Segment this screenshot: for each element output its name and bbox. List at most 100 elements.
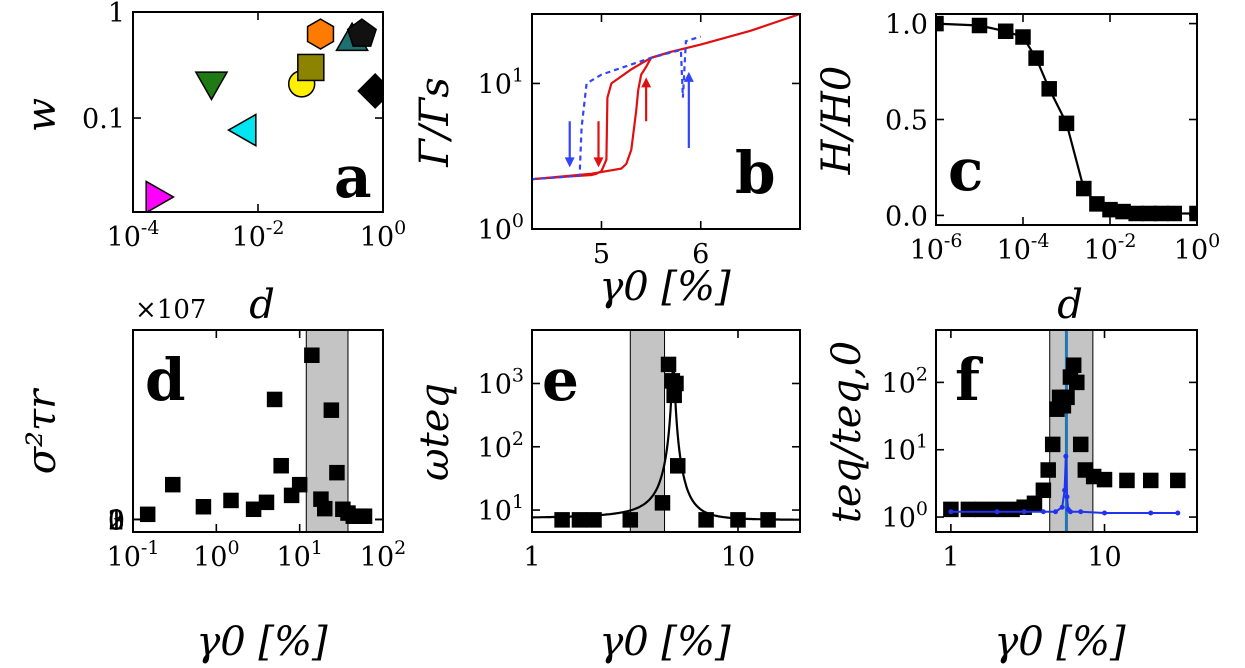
panel-d-point-9 [291,476,308,493]
panel-e-frame [531,329,801,533]
panel-b-arrow-1-head [593,157,604,168]
panel-c-point-1 [971,17,988,34]
panel-c-point-5 [1041,81,1057,97]
panel-f-plot-area [943,330,1186,532]
panel-e-ytick-label-0: 101 [478,491,524,527]
panel-f-ylabel: teq/teq,0 [824,341,870,523]
panel-e-point-3 [622,512,639,528]
panel-f-ytick-label-1: 101 [882,431,928,467]
panel-a-point-4 [297,53,325,82]
panel-c-xtick-label-1: 10-4 [997,230,1050,266]
panel-e-ytick-label-1: 102 [478,428,524,464]
panel-a-plot-area [145,18,383,212]
panel-e-plot-area [532,356,800,528]
panel-f-series-0-point-20 [1096,471,1113,488]
panel-b-arrow-0-head [564,157,575,168]
panel-f-series-1-point-11 [1078,509,1084,515]
panel-b-ytick-label-1: 101 [478,64,524,100]
panel-f-series-1-point-0 [948,509,954,515]
panel-c-point-8 [1089,196,1105,212]
panel-d-ylabel: σ²τr [19,387,65,474]
panel-e-point-2 [586,512,602,528]
panel-f-xlabel: γ0 [%] [994,619,1126,665]
panel-a-xlabel: d [249,282,275,328]
panel-d-point-3 [223,492,239,509]
panel-a-point-1 [194,71,229,101]
panel-d-point-2 [195,499,212,515]
panel-c-plot-area [936,15,1197,222]
panel-f-series-0-point-9 [1044,436,1061,453]
panel-c-point-9 [1102,201,1118,218]
panel-f-series-1-point-8 [1064,494,1070,500]
panel-a-ytick-label-1: 0.1 [82,104,125,135]
panel-d-point-14 [329,464,345,481]
panel-d-point-0 [139,506,156,523]
panel-b: 5 6 100 101 Γ/Γs γ0 [%] b [412,13,801,310]
panel-f-series-0-point-15 [1065,357,1082,373]
panel-f-xtick-label-0: 1 [942,542,959,573]
panel-f-series-1-point-3 [1040,509,1046,515]
panel-d-point-6 [266,391,283,408]
panel-f-series-1-point-10 [1067,509,1073,515]
panel-f-series-0-point-17 [1072,436,1089,453]
panel-c-ytick-label-0: 0.0 [885,201,928,232]
panel-b-frame [531,13,801,230]
panel-a-point-7 [346,18,378,47]
panel-f-series-1-point-12 [1102,510,1108,516]
panel-a-point-8 [357,73,383,109]
panel-d-point-19 [356,508,373,524]
panel-e-xlabel: γ0 [%] [599,619,731,665]
panel-e-xtick-label-1: 10 [721,542,755,573]
panel-b-series-0-line [532,14,800,181]
panel-c-ylabel: H/H0 [814,66,860,176]
panel-d-xtick-label-2: 101 [276,537,322,573]
panel-e-point-10 [698,512,714,528]
panel-c-point-11 [1128,205,1144,222]
panel-f-series-0-point-22 [1143,472,1159,489]
panel-f-series-1-point-2 [1021,509,1027,515]
panel-e-point-0 [554,512,570,528]
panel-f-series-0-point-7 [1035,482,1052,499]
panel-f-series-1-point-14 [1175,510,1181,516]
panel-a-xtick-label-2: 100 [360,217,406,253]
panel-f-series-1-point-6 [1062,487,1068,493]
panel-c-point-13 [1153,205,1169,222]
panel-d-multiplier: ×107 [135,295,206,325]
panel-f-letter: f [955,346,984,414]
panel-b-ytick-label-0: 100 [478,210,524,246]
panel-a-xtick-label-1: 10-2 [232,217,285,253]
panel-e: 1 10 101 102 103 ωteq γ0 [%] e [412,329,801,665]
panel-c-point-2 [997,23,1014,40]
panel-c-point-10 [1115,203,1131,220]
panel-c-xtick-label-2: 10-2 [1084,230,1137,266]
panel-d-point-12 [317,500,333,517]
panel-c-point-15 [1189,205,1197,222]
panel-d-xtick-label-3: 102 [360,537,406,573]
panel-d-point-1 [165,476,181,493]
panel-e-point-4 [654,495,671,511]
panel-f-series-0-point-8 [1040,462,1056,478]
panel-d-plot-area [139,347,373,524]
panel-d-point-7 [273,457,289,474]
panel-d-xtick-label-0: 10-1 [107,537,160,573]
panel-f-ytick-label-2: 102 [882,363,928,399]
panel-d-point-10 [304,347,320,363]
panel-e-point-1 [571,512,588,528]
panel-b-plot-area [532,14,800,181]
panel-d-letter: d [145,346,186,414]
panel-b-arrow-3-head [683,71,694,82]
panel-c-xlabel: d [1057,282,1083,328]
panel-b-xtick-label-1: 6 [692,239,709,270]
panel-a-point-0 [145,180,175,212]
panel-d-frame [132,329,384,533]
panel-e-point-9 [670,458,686,474]
panel-c-ytick-label-1: 0.5 [885,106,928,137]
panel-f-frame [935,329,1198,533]
panel-e-point-8 [668,375,684,392]
panel-b-series-1-line [532,50,672,181]
panel-f-series-1-point-7 [1063,453,1069,459]
panel-c-xtick-label-3: 100 [1174,230,1220,266]
panel-c-letter: c [948,136,983,204]
panel-c: 10-6 10-4 10-2 100 0.0 0.5 1.0 H/H0 d c [814,10,1220,328]
